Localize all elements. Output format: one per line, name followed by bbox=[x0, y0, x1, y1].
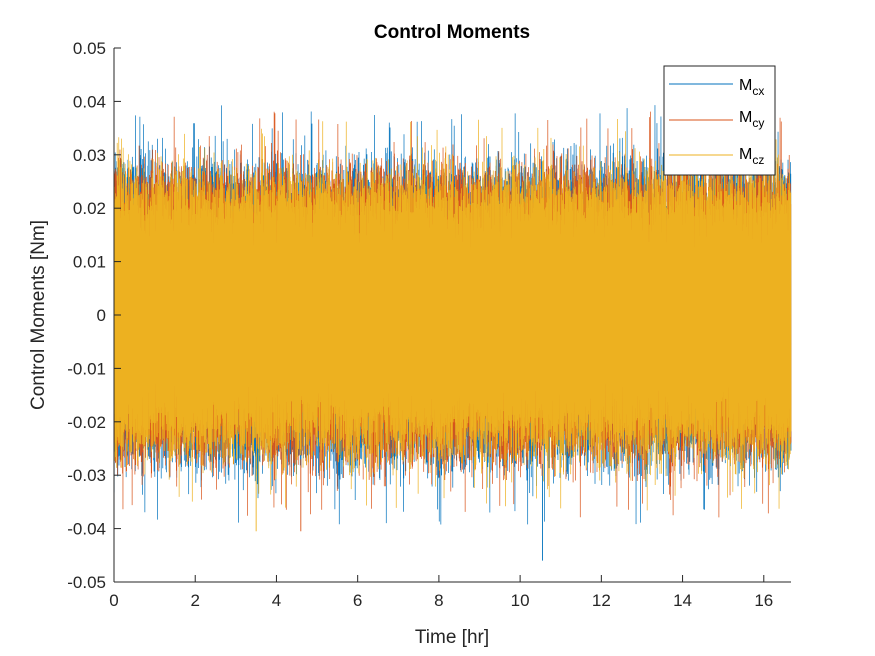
x-tick-label: 16 bbox=[754, 591, 773, 610]
legend-label-mcx: Mcx bbox=[739, 77, 764, 98]
x-tick-label: 4 bbox=[272, 591, 281, 610]
y-tick-label: 0.01 bbox=[73, 253, 106, 272]
chart-title: Control Moments bbox=[374, 22, 530, 43]
y-tick-label: -0.01 bbox=[67, 359, 106, 378]
y-tick-label: 0.03 bbox=[73, 146, 106, 165]
y-tick-label: -0.03 bbox=[67, 466, 106, 485]
x-tick-label: 0 bbox=[109, 591, 118, 610]
y-axis-label: Control Moments [Nm] bbox=[28, 220, 49, 410]
x-axis-label: Time [hr] bbox=[415, 627, 489, 648]
y-tick-label: 0.02 bbox=[73, 199, 106, 218]
x-ticks: 0 2 4 6 8 10 12 14 16 bbox=[109, 575, 773, 610]
y-tick-label: -0.05 bbox=[67, 573, 106, 592]
x-tick-label: 10 bbox=[511, 591, 530, 610]
y-tick-label: 0.04 bbox=[73, 92, 106, 111]
y-tick-label: 0.05 bbox=[73, 39, 106, 58]
x-tick-label: 12 bbox=[592, 591, 611, 610]
y-ticks: -0.05 -0.04 -0.03 -0.02 -0.01 0 0.01 0.02 0.03 0.… bbox=[67, 39, 121, 592]
x-tick-label: 6 bbox=[353, 591, 362, 610]
series-layer bbox=[113, 105, 792, 561]
y-tick-label: -0.02 bbox=[67, 413, 106, 432]
y-tick-label: -0.04 bbox=[67, 520, 106, 539]
legend: Mcx Mcy Mcz bbox=[663, 65, 776, 176]
legend-label-mcz: Mcz bbox=[739, 146, 764, 167]
legend-label-mcy: Mcy bbox=[739, 109, 764, 130]
x-tick-label: 2 bbox=[190, 591, 199, 610]
x-tick-label: 8 bbox=[434, 591, 443, 610]
x-tick-label: 14 bbox=[673, 591, 692, 610]
series-line-mcz bbox=[113, 119, 792, 511]
y-tick-label: 0 bbox=[97, 306, 106, 325]
